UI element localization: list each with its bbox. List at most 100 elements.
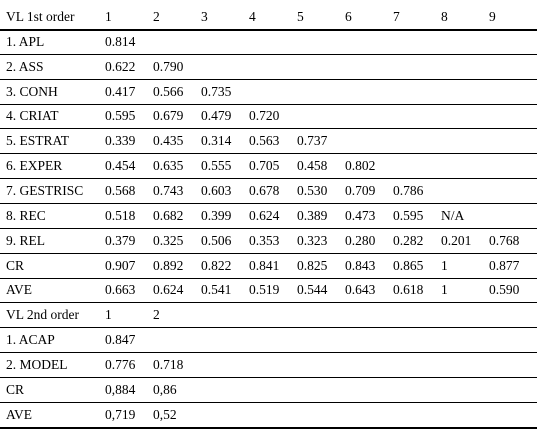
row-label: 2. MODEL bbox=[6, 356, 68, 372]
row-cell: 0.709 bbox=[345, 182, 376, 198]
row-cell: 0.847 bbox=[105, 332, 136, 348]
header-cell: 8 bbox=[441, 9, 448, 24]
row-cell: 0.825 bbox=[297, 257, 328, 273]
row-cell: 0.790 bbox=[153, 58, 184, 74]
row-cell: 0.663 bbox=[105, 282, 136, 298]
row-label: 3. CONH bbox=[6, 83, 58, 99]
row-cell: 1 bbox=[441, 257, 448, 273]
row-cell: 0.506 bbox=[201, 232, 232, 248]
row-cell: 0.720 bbox=[249, 108, 280, 124]
row-cell: 0.705 bbox=[249, 158, 280, 174]
header-cell: 3 bbox=[201, 9, 208, 24]
row-cell: 0.624 bbox=[249, 207, 280, 223]
row-cell: 0.622 bbox=[105, 58, 136, 74]
rule-thin bbox=[0, 327, 537, 329]
row-cell: 0.563 bbox=[249, 133, 280, 149]
row-label: 6. EXPER bbox=[6, 158, 63, 174]
rule-thin bbox=[0, 128, 537, 130]
rule-thin bbox=[0, 277, 537, 279]
row-cell: 0.865 bbox=[393, 257, 424, 273]
row-label: CR bbox=[6, 257, 25, 273]
row-cell: 0.643 bbox=[345, 282, 376, 298]
header-cell: 5 bbox=[297, 9, 304, 24]
row-cell: 0.822 bbox=[201, 257, 232, 273]
rule-thin bbox=[0, 401, 537, 403]
header-cell: 1 bbox=[105, 307, 112, 323]
row-cell: 0.841 bbox=[249, 257, 280, 273]
rule-thin bbox=[0, 178, 537, 180]
row-cell: 0.678 bbox=[249, 182, 280, 198]
rule-thin bbox=[0, 376, 537, 378]
row-cell: 0.314 bbox=[201, 133, 232, 149]
row-label: 7. GESTRISC bbox=[6, 182, 84, 198]
row-cell: 0.776 bbox=[105, 356, 136, 372]
row-cell: 0.595 bbox=[393, 207, 424, 223]
row-cell: 0.201 bbox=[441, 232, 472, 248]
row-label: 8. REC bbox=[6, 207, 46, 223]
rule-thin bbox=[0, 302, 537, 304]
row-cell: 0.877 bbox=[489, 257, 520, 273]
row-cell: 0.843 bbox=[345, 257, 376, 273]
rule-thin bbox=[0, 252, 537, 254]
row-cell: 0.435 bbox=[153, 133, 184, 149]
row-cell: 0.768 bbox=[489, 232, 520, 248]
row-cell: 0.519 bbox=[249, 282, 280, 298]
header-cell: 7 bbox=[393, 9, 400, 24]
row-cell: 0.544 bbox=[297, 282, 328, 298]
row-cell: 0.339 bbox=[105, 133, 136, 149]
row-cell: 0.479 bbox=[201, 108, 232, 124]
row-cell: 1 bbox=[441, 282, 448, 298]
row-cell: 0,86 bbox=[153, 381, 177, 397]
row-cell: 0.603 bbox=[201, 182, 232, 198]
row-cell: 0,719 bbox=[105, 406, 136, 422]
row-cell: 0.624 bbox=[153, 282, 184, 298]
row-cell: 0.618 bbox=[393, 282, 424, 298]
rule-thin bbox=[0, 153, 537, 155]
row-cell: 0.399 bbox=[201, 207, 232, 223]
row-cell: 0.454 bbox=[105, 158, 136, 174]
row-cell: 0.735 bbox=[201, 83, 232, 99]
row-cell: 0.555 bbox=[201, 158, 232, 174]
row-cell: 0.786 bbox=[393, 182, 424, 198]
row-label: 1. APL bbox=[6, 33, 45, 49]
row-cell: 0.590 bbox=[489, 282, 520, 298]
row-cell: 0.814 bbox=[105, 33, 136, 49]
row-cell: 0.802 bbox=[345, 158, 376, 174]
row-cell: 0.907 bbox=[105, 257, 136, 273]
header-label: VL 1st order bbox=[6, 9, 75, 24]
header-cell: 9 bbox=[489, 9, 496, 24]
row-label: CR bbox=[6, 381, 25, 397]
row-cell: 0.737 bbox=[297, 133, 328, 149]
row-cell: 0.417 bbox=[105, 83, 136, 99]
rule-thin bbox=[0, 352, 537, 354]
header-label: VL 2nd order bbox=[6, 307, 79, 323]
rule-thin bbox=[0, 227, 537, 229]
row-cell: 0.718 bbox=[153, 356, 184, 372]
row-cell: 0.679 bbox=[153, 108, 184, 124]
row-label: 4. CRIAT bbox=[6, 108, 59, 124]
header-cell: 2 bbox=[153, 307, 160, 323]
row-cell: 0.282 bbox=[393, 232, 424, 248]
row-label: AVE bbox=[6, 406, 33, 422]
row-cell: 0.595 bbox=[105, 108, 136, 124]
row-cell: 0.635 bbox=[153, 158, 184, 174]
row-cell: 0.323 bbox=[297, 232, 328, 248]
row-cell: 0.389 bbox=[297, 207, 328, 223]
header-cell: 6 bbox=[345, 9, 352, 24]
row-cell: 0.518 bbox=[105, 207, 136, 223]
row-cell: 0.566 bbox=[153, 83, 184, 99]
row-cell: 0.379 bbox=[105, 232, 136, 248]
row-cell: 0,52 bbox=[153, 406, 177, 422]
row-label: 2. ASS bbox=[6, 58, 44, 74]
row-label: 5. ESTRAT bbox=[6, 133, 70, 149]
row-label: 9. REL bbox=[6, 232, 45, 248]
header-cell: 2 bbox=[153, 9, 160, 24]
row-label: AVE bbox=[6, 282, 33, 298]
row-cell: 0.892 bbox=[153, 257, 184, 273]
row-cell: 0.458 bbox=[297, 158, 328, 174]
rule-thick bbox=[0, 426, 537, 429]
header-cell: 4 bbox=[249, 9, 256, 24]
row-label: 1. ACAP bbox=[6, 332, 55, 348]
row-cell: 0.682 bbox=[153, 207, 184, 223]
